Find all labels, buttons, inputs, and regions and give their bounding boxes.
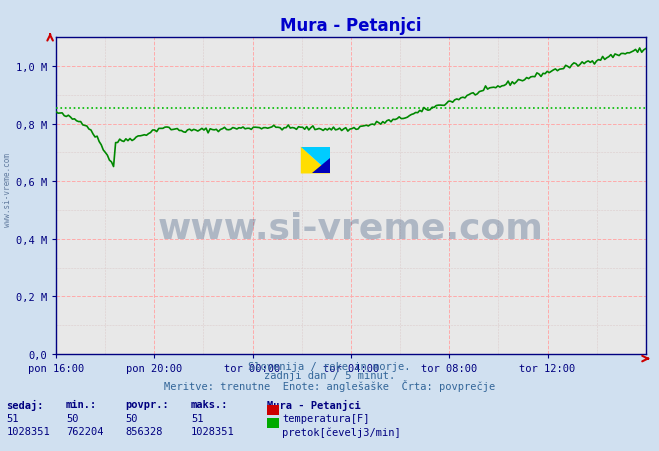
Text: povpr.:: povpr.: (125, 399, 169, 409)
Text: Mura - Petanjci: Mura - Petanjci (267, 399, 360, 410)
Polygon shape (301, 147, 330, 174)
Text: 1028351: 1028351 (7, 426, 50, 436)
Text: 51: 51 (191, 413, 204, 423)
Text: www.si-vreme.com: www.si-vreme.com (158, 211, 544, 245)
Text: 51: 51 (7, 413, 19, 423)
Polygon shape (312, 158, 330, 174)
Text: min.:: min.: (66, 399, 97, 409)
Text: www.si-vreme.com: www.si-vreme.com (3, 152, 13, 226)
Text: 856328: 856328 (125, 426, 163, 436)
Polygon shape (301, 147, 330, 174)
Text: 50: 50 (66, 413, 78, 423)
Text: 1028351: 1028351 (191, 426, 235, 436)
Text: zadnji dan / 5 minut.: zadnji dan / 5 minut. (264, 370, 395, 380)
Text: temperatura[F]: temperatura[F] (282, 413, 370, 423)
Text: pretok[čevelj3/min]: pretok[čevelj3/min] (282, 426, 401, 437)
Text: maks.:: maks.: (191, 399, 229, 409)
Text: 50: 50 (125, 413, 138, 423)
Title: Mura - Petanjci: Mura - Petanjci (280, 18, 422, 35)
Text: Meritve: trenutne  Enote: anglešaške  Črta: povprečje: Meritve: trenutne Enote: anglešaške Črta… (164, 379, 495, 391)
Text: 762204: 762204 (66, 426, 103, 436)
Text: Slovenija / reke in morje.: Slovenija / reke in morje. (248, 361, 411, 371)
Text: sedaj:: sedaj: (7, 399, 44, 410)
